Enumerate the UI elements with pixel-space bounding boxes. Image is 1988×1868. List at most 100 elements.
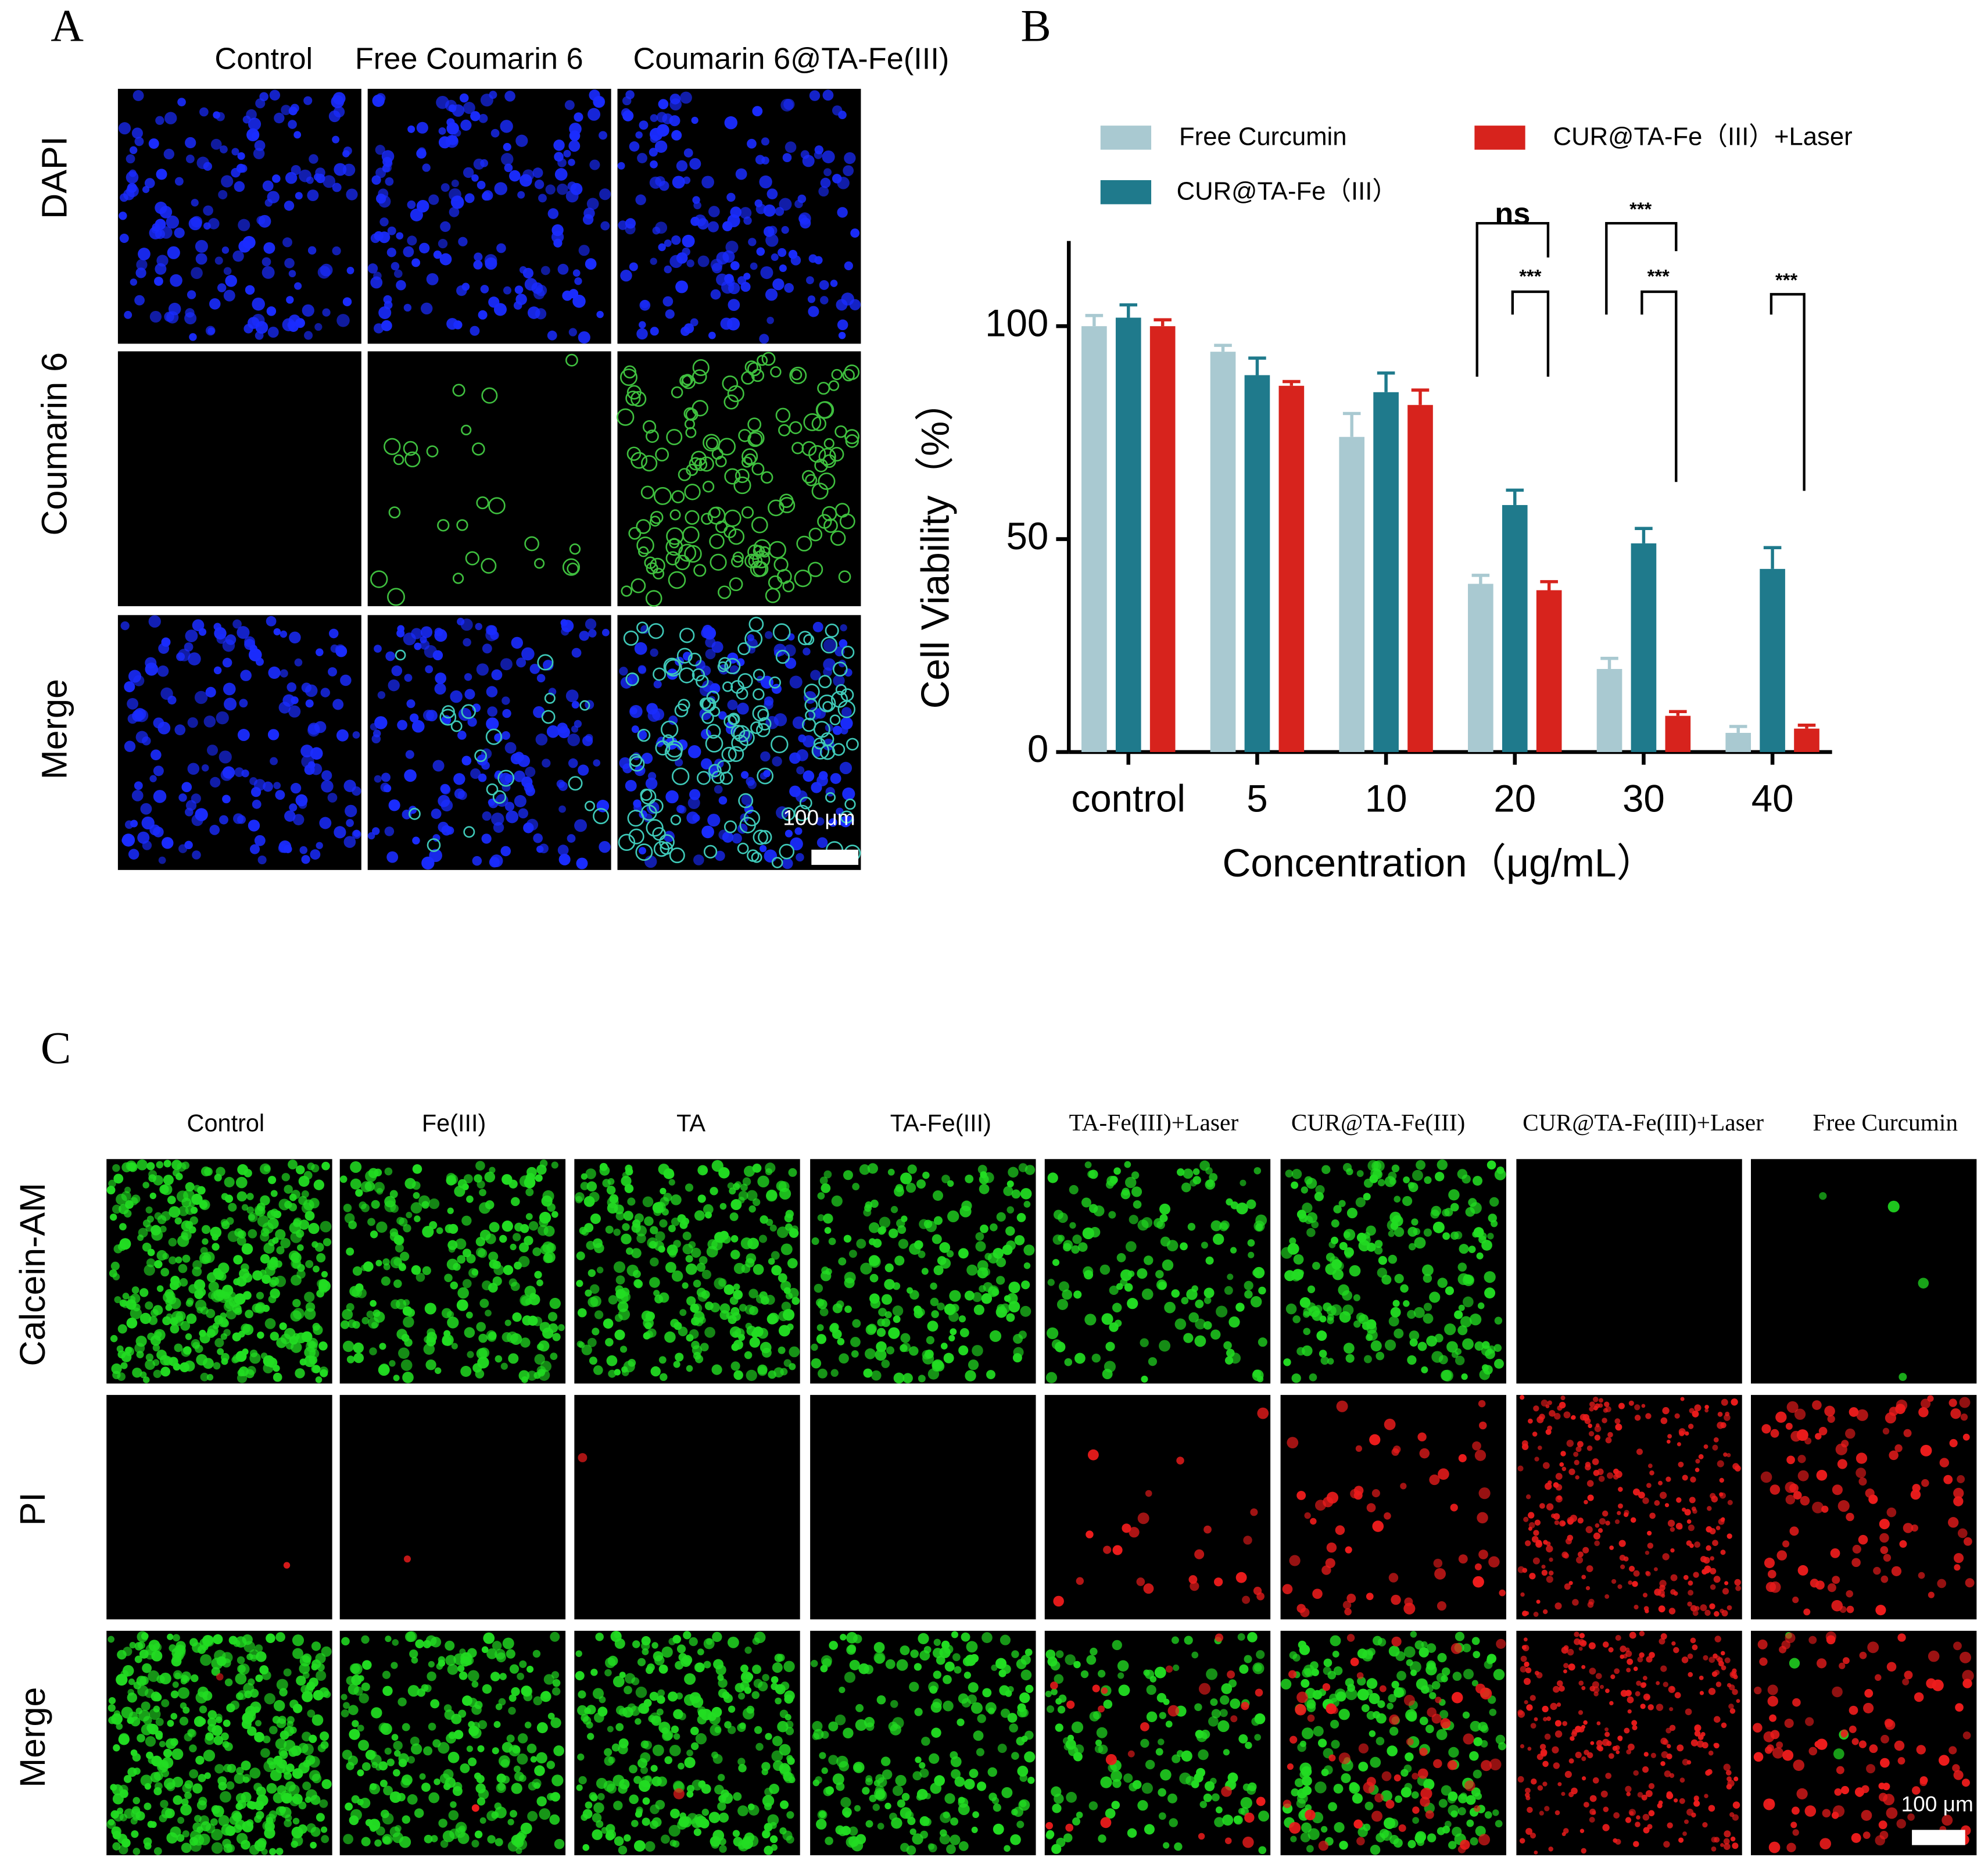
cell (285, 1781, 296, 1792)
cell (781, 226, 789, 234)
cell (457, 617, 465, 626)
cell (582, 735, 593, 746)
bar (1468, 584, 1493, 752)
cell (425, 665, 434, 674)
cell (977, 1165, 987, 1175)
cell (586, 198, 599, 210)
cell (322, 308, 331, 317)
cell (604, 1756, 614, 1766)
cell (342, 1340, 354, 1352)
cell (690, 1304, 700, 1313)
cell (546, 1760, 556, 1769)
cell (1416, 1160, 1426, 1170)
micrograph (1280, 1395, 1506, 1620)
cell (351, 1674, 362, 1686)
cell (153, 1369, 162, 1378)
cell (621, 108, 631, 118)
cell (1528, 1526, 1532, 1531)
cell (311, 1714, 324, 1726)
cell (649, 799, 664, 814)
cell (772, 278, 785, 291)
cell (108, 1819, 115, 1826)
cell (959, 1328, 969, 1337)
cell (432, 834, 440, 842)
cell (110, 1261, 120, 1271)
cell (1198, 1749, 1209, 1760)
cell (321, 1826, 328, 1833)
cell (196, 1826, 203, 1833)
cell (202, 1691, 213, 1701)
cell (1615, 1423, 1622, 1431)
cell (916, 1308, 925, 1316)
cell (738, 1692, 746, 1700)
cell (438, 1819, 447, 1828)
cell (761, 137, 769, 146)
cell (1645, 1551, 1650, 1555)
cell (117, 1372, 126, 1381)
cell (1221, 1683, 1233, 1694)
cell (509, 1664, 520, 1674)
cell (132, 1753, 141, 1762)
cell (1605, 1406, 1611, 1412)
cell (361, 1762, 371, 1771)
cell (876, 1695, 886, 1705)
cell (343, 1204, 352, 1212)
cell (1019, 1692, 1030, 1704)
cell (355, 1189, 363, 1197)
cell (730, 1250, 740, 1259)
cell (385, 177, 394, 186)
cell (214, 256, 223, 265)
cell (295, 1165, 305, 1175)
cell (747, 849, 760, 862)
cell (1242, 1837, 1254, 1848)
micrograph (117, 615, 361, 870)
cell (423, 1746, 433, 1756)
cell (1230, 1715, 1238, 1723)
cell (618, 1708, 628, 1717)
cell (1785, 1494, 1796, 1505)
cell (629, 262, 638, 271)
cell (848, 1250, 857, 1258)
cell (362, 1660, 372, 1670)
cell (599, 1162, 608, 1171)
cell (302, 304, 314, 317)
cell (450, 690, 463, 703)
cell (709, 534, 725, 549)
cell (231, 148, 239, 156)
cell (369, 1783, 381, 1795)
cell (1827, 1415, 1835, 1423)
cell (219, 815, 228, 825)
cell (485, 1309, 492, 1317)
cell (787, 1757, 795, 1765)
cell (262, 266, 275, 279)
cell (400, 1251, 410, 1261)
cell (311, 1365, 320, 1373)
cell (740, 1671, 753, 1683)
legend-swatch (1474, 126, 1525, 150)
cell (445, 1640, 455, 1651)
cell (459, 1825, 465, 1833)
cell (478, 1333, 488, 1343)
cell (582, 214, 594, 225)
cell (248, 117, 262, 131)
cell (710, 259, 723, 271)
cell (463, 102, 475, 114)
cell (1607, 1432, 1613, 1438)
cell (139, 1371, 147, 1379)
cell (263, 1735, 271, 1744)
cell (352, 1321, 360, 1329)
cell (907, 1816, 916, 1826)
cell (114, 1296, 121, 1304)
cell (1478, 1549, 1488, 1559)
cell (360, 1798, 371, 1809)
cell (195, 808, 208, 821)
cell (1726, 1533, 1732, 1539)
cell (511, 1783, 522, 1794)
micrograph (810, 1630, 1036, 1856)
cell (668, 571, 686, 589)
cell (365, 1819, 373, 1827)
cell (161, 1769, 170, 1777)
cell (601, 628, 610, 636)
cell (214, 1315, 224, 1325)
cell (237, 626, 250, 639)
